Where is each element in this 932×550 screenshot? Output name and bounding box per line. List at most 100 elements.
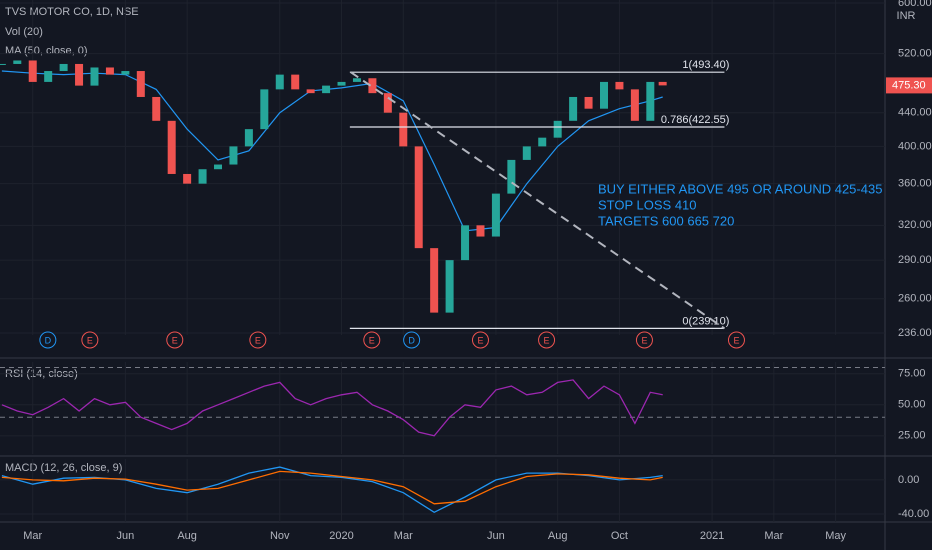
event-label: D [408,335,415,345]
event-marker [635,331,653,349]
x-tick-label: Mar [394,530,413,542]
event-marker [249,331,267,349]
last-price-label: 475.30 [892,79,926,91]
x-tick-label: 2020 [329,530,353,542]
event-marker [538,331,556,349]
y-tick-label: 50.00 [898,399,926,411]
candle [121,71,130,75]
event-label: E [87,335,93,345]
candle [491,193,500,237]
candle [214,164,223,170]
event-label: E [733,335,739,345]
x-tick-label: Mar [764,530,783,542]
event-marker [363,331,381,349]
candle [476,225,485,237]
candle [615,81,624,90]
event-marker [403,331,421,349]
event-marker [471,331,489,349]
x-tick-label: Nov [270,530,290,542]
chart-title: TVS MOTOR CO, 1D, NSE [5,6,139,18]
candle [461,225,470,261]
event-marker [39,331,57,349]
candle [599,81,608,109]
moving-average [1,70,663,232]
candle [167,120,176,174]
candle [399,112,408,147]
candle [646,81,655,121]
candle [522,146,531,160]
event-label: E [369,335,375,345]
indicator-line [1,379,663,437]
x-tick-label: Mar [23,530,42,542]
y-tick-label: 600.00 [898,0,932,9]
x-tick-label: 2021 [700,530,724,542]
indicator-label: MACD (12, 26, close, 9) [5,462,122,474]
candle [152,96,161,121]
event-label: E [544,335,550,345]
y-tick-label: 75.00 [898,368,926,380]
annotation: STOP LOSS 410 [598,197,697,212]
x-tick-label: May [825,530,846,542]
x-tick-label: Jun [487,530,505,542]
currency: INR [897,10,916,22]
candle [430,248,439,313]
candle [368,78,377,94]
candle [0,63,6,65]
fib-label: 0(239.10) [682,315,729,327]
candle [75,63,84,86]
candle [569,96,578,121]
candle [275,74,284,90]
candle [322,85,331,94]
candle [538,137,547,147]
event-marker [727,331,745,349]
candle [352,78,361,82]
candle [383,93,392,113]
annotation: TARGETS 600 665 720 [598,213,734,228]
y-tick-label: 400.00 [898,140,932,152]
candle [658,81,667,86]
y-tick-label: 290.00 [898,254,932,266]
y-tick-label: 440.00 [898,107,932,119]
candle [306,89,315,94]
candle [59,63,68,72]
y-tick-label: 260.00 [898,293,932,305]
event-label: E [477,335,483,345]
candle [90,67,99,86]
y-tick-label: 25.00 [898,430,926,442]
y-tick-label: 520.00 [898,48,932,60]
candle [337,81,346,86]
candle [507,159,516,194]
event-marker [81,331,99,349]
event-label: D [45,335,52,345]
y-tick-label: 236.00 [898,327,932,339]
candle [553,120,562,138]
candle [291,74,300,90]
annotation: BUY EITHER ABOVE 495 OR AROUND 425-435 [598,181,882,196]
y-tick-label: 320.00 [898,219,932,231]
indicator-line [1,470,663,505]
candle [584,96,593,109]
candle [136,71,145,97]
y-tick-label: 360.00 [898,178,932,190]
trendline [350,71,725,330]
candle [198,169,207,184]
candle [244,129,253,147]
candle [414,146,423,249]
candle [260,89,269,130]
x-tick-label: Aug [177,530,197,542]
indicator-label: Vol (20) [5,26,43,38]
candle [44,71,53,82]
event-label: E [641,335,647,345]
x-tick-label: Aug [548,530,568,542]
x-tick-label: Oct [611,530,628,542]
fib-label: 1(493.40) [682,59,729,71]
event-marker [166,331,184,349]
y-tick-label: 0.00 [898,474,919,486]
candle [445,260,454,313]
candle [630,89,639,121]
x-tick-label: Jun [116,530,134,542]
y-tick-label: -40.00 [898,508,929,520]
event-label: E [255,335,261,345]
